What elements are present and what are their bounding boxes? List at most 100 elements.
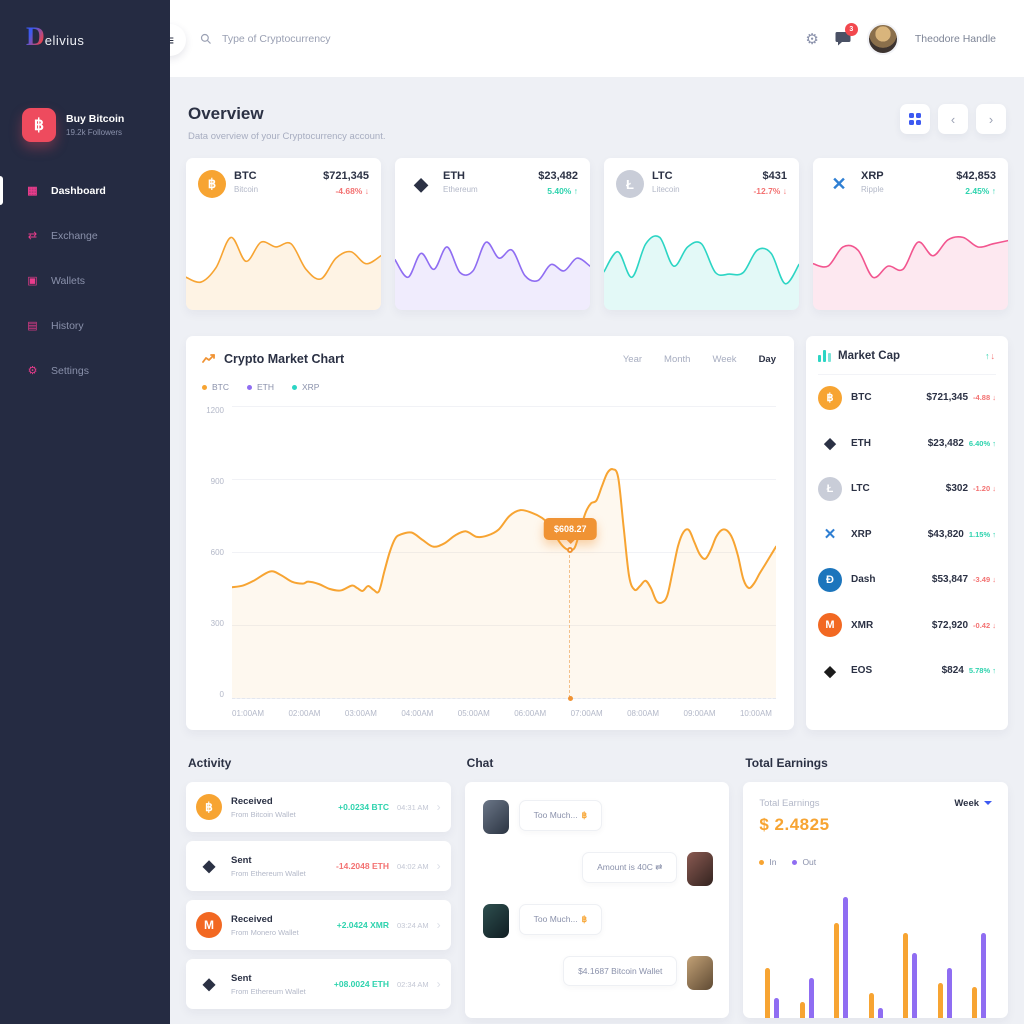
stat-card-eth[interactable]: ◆ ETH Ethereum $23,482 5.40% ↑ [395,158,590,310]
earnings-legend-out: Out [792,857,816,867]
cap-coin-name: LTC [851,483,870,495]
cap-coin-value: $302 [945,483,969,495]
prev-button[interactable]: ‹ [938,104,968,134]
activity-amount: +2.0424 XMR [336,920,389,930]
sort-arrows[interactable]: ↑↓ [985,351,996,361]
market-cap-row-eos[interactable]: ◆ EOS $824 5.78% ↑ [818,648,996,694]
bar-group [903,933,918,1018]
legend-dot [292,384,297,390]
change-down-arrow-icon: ↓ [362,186,369,196]
sort-up-icon: ↑ [985,351,991,361]
sidebar-item-label: History [51,319,84,332]
tab-year[interactable]: Year [622,353,643,365]
avatar[interactable] [866,22,899,55]
chat-title: Chat [466,756,494,770]
btc-icon-stat: ฿ [198,170,226,198]
legend-dot [792,859,798,865]
y-axis-label: 0 [219,690,224,699]
coin-change: -12.7% ↓ [753,186,787,196]
chevron-right-icon: › [436,859,441,873]
earnings-amount: $ 2.4825 [759,815,830,834]
exchange-icon: ⇄ [27,230,38,242]
content: Overview Data overview of your Cryptocur… [170,78,1024,1024]
market-cap-row-ltc[interactable]: Ł LTC $302 -1.20 ↓ [818,466,996,512]
stat-card-head: ✕ XRP Ripple $42,853 2.45% ↑ [825,170,996,198]
activity-row[interactable]: ฿ Received From Bitcoin Wallet +0.0234 BTC 0… [186,782,451,832]
market-cap-row-dash[interactable]: Đ Dash $53,847 -3.49 ↓ [818,557,996,603]
activity-amount: -14.2048 ETH [336,861,389,871]
main-column: ≡ ⚙ 3 Theodore Handle Overview Data [154,0,1024,1024]
stat-card-btc[interactable]: ฿ BTC Bitcoin $721,345 -4.68% ↓ [186,158,381,310]
in-bar [799,1002,805,1018]
sidebar-item-history[interactable]: ▤ History [0,303,170,348]
chat-message-right: $4.1687 Bitcoin Wallet [479,956,714,990]
bitcoin-icon: ฿ [22,108,56,142]
earnings-top: Total Earnings $ 2.4825 Week [759,798,993,835]
brand-logo-letter: D [26,22,45,51]
page-subtitle: Data overview of your Cryptocurrency acc… [188,131,386,142]
tab-day[interactable]: Day [758,353,776,365]
user-name[interactable]: Theodore Handle [914,32,996,45]
gear-icon[interactable]: ⚙ [805,30,819,48]
change-up-arrow-icon: ↑ [990,438,996,448]
chat-avatar [687,956,714,990]
chat-bubble[interactable]: Too Much... ฿ [518,800,603,831]
change-up-arrow-icon: ↑ [990,529,996,539]
market-cap-title: Market Cap [838,350,900,362]
tab-week[interactable]: Week [712,353,737,365]
sort-down-icon: ↓ [990,351,996,361]
sidebar-item-wallets[interactable]: ▣ Wallets [0,258,170,303]
crypto-market-chart-card: Crypto Market Chart Year Month Week Day BTC… [186,336,794,730]
messages-icon[interactable]: 3 [835,23,858,46]
grid-view-button[interactable] [900,104,930,134]
chat-bubble[interactable]: Too Much... ฿ [518,904,603,935]
x-axis-label: 05:00AM [457,709,490,718]
sidebar-item-settings[interactable]: ⚙ Settings [0,348,170,393]
market-cap-row-eth[interactable]: ◆ ETH $23,482 6.40% ↑ [818,421,996,467]
chat-bubble-text: $4.1687 Bitcoin Wallet [578,966,663,976]
chat-card: Too Much... ฿ Amount is 40C ⇄ Too Much... ฿ $… [464,782,730,1018]
cap-coin-name: ETH [851,437,871,449]
bar-group [868,993,883,1018]
legend-label: In [769,857,777,867]
next-button[interactable]: › [976,104,1006,134]
coin-name: ETH [443,170,465,182]
x-axis-label: 10:00AM [739,709,772,718]
buy-bitcoin-promo[interactable]: ฿ Buy Bitcoin 19.2k Followers [22,108,152,142]
chat-bubble[interactable]: Amount is 40C ⇄ [582,852,678,883]
page-head-text: Overview Data overview of your Cryptocur… [188,104,385,142]
market-cap-row-xrp[interactable]: ✕ XRP $43,820 1.15% ↑ [818,512,996,558]
bitcoin-symbol-icon: ฿ [581,810,588,820]
coin-subtitle: Ripple [861,185,884,194]
activity-section: Activity ฿ Received From Bitcoin Wallet +0.… [186,756,451,1018]
change-down-arrow-icon: ↓ [990,575,996,585]
cap-coin-change: 1.15% ↑ [969,530,996,539]
sidebar-item-exchange[interactable]: ⇄ Exchange [0,213,170,258]
cap-coin-name: XRP [851,528,872,540]
activity-row[interactable]: ◆ Sent From Ethereum Wallet +08.0024 ETH 02:… [186,959,451,1009]
cap-coin-change: 6.40% ↑ [969,439,996,448]
btc-icon-act: ฿ [196,794,222,820]
period-select[interactable]: Week [954,798,993,809]
page-head-actions: ‹ › [900,104,1006,134]
y-axis-label: 300 [210,619,224,628]
chat-bubble-text: Amount is 40C ⇄ [597,862,663,872]
market-cap-row-xmr[interactable]: M XMR $72,920 -0.42 ↓ [818,603,996,649]
cap-coin-value: $53,847 [931,574,969,586]
tab-month[interactable]: Month [664,353,691,365]
x-axis-label: 04:00AM [401,709,434,718]
tooltip-guide-line: $608.27 [543,518,597,701]
sidebar-item-dashboard[interactable]: ▦ Dashboard [0,168,170,213]
activity-row[interactable]: ◆ Sent From Ethereum Wallet -14.2048 ETH 04:… [186,841,451,891]
stat-card-xrp[interactable]: ✕ XRP Ripple $42,853 2.45% ↑ [813,158,1008,310]
stat-card-ltc[interactable]: Ł LTC Litecoin $431 -12.7% ↓ [604,158,799,310]
chat-bubble-icon [835,32,851,46]
chat-bubble[interactable]: $4.1687 Bitcoin Wallet [563,956,678,986]
activity-row[interactable]: M Received From Monero Wallet +2.0424 XMR 03… [186,900,451,950]
search-input[interactable] [220,31,480,46]
market-cap-row-btc[interactable]: ฿ BTC $721,345 -4.88 ↓ [818,375,996,421]
in-bar [834,922,840,1018]
settings-icon: ⚙ [27,365,38,377]
caret-down-icon [984,801,993,809]
